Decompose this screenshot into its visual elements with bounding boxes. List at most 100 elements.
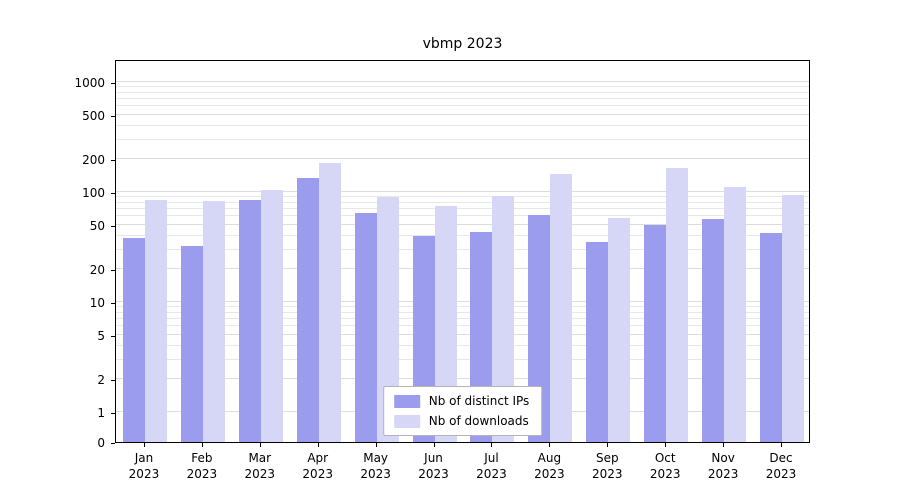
bar-distinct-ips-oct xyxy=(644,225,667,442)
grid-line xyxy=(116,124,809,126)
y-tick-mark xyxy=(111,159,115,161)
bar-downloads-oct xyxy=(666,168,689,442)
y-tick-mark xyxy=(111,83,115,84)
y-tick-label: 5 xyxy=(97,329,105,344)
grid-line xyxy=(116,325,809,327)
bar-distinct-ips-aug xyxy=(528,214,551,442)
x-tick-mark xyxy=(259,443,261,447)
grid-line xyxy=(116,86,809,88)
x-tick-label: Mar 2023 xyxy=(244,451,276,481)
y-tick-label: 10 xyxy=(89,296,105,310)
bar-downloads-may xyxy=(376,197,399,442)
grid-line xyxy=(116,306,809,308)
grid-line xyxy=(116,98,809,100)
y-tick-mark xyxy=(111,336,115,338)
grid-line xyxy=(116,344,809,346)
x-tick-label: Nov 2023 xyxy=(707,451,739,481)
legend-label-downloads: Nb of downloads xyxy=(428,414,529,428)
bar-distinct-ips-mar xyxy=(238,199,261,442)
grid-line xyxy=(116,311,809,313)
grid-line xyxy=(116,81,809,82)
y-tick-label: 50 xyxy=(89,219,105,234)
legend-item-distinct-ips: Nb of distinct IPs xyxy=(393,394,530,408)
bar-downloads-mar xyxy=(260,189,283,442)
bar-distinct-ips-apr xyxy=(296,177,319,442)
x-tick-mark xyxy=(143,443,145,447)
y-tick-label: 2 xyxy=(97,372,105,387)
y-tick-label: 500 xyxy=(82,109,105,124)
bar-downloads-jan xyxy=(144,199,167,442)
legend-item-downloads: Nb of downloads xyxy=(393,414,530,428)
grid-line xyxy=(116,248,809,250)
grid-line xyxy=(116,358,809,360)
x-tick-mark xyxy=(781,443,783,447)
x-tick-label: Oct 2023 xyxy=(649,451,681,481)
grid-line xyxy=(116,267,809,269)
grid-line xyxy=(116,318,809,320)
y-tick-label: 1 xyxy=(97,406,105,420)
grid-line xyxy=(116,191,809,192)
plot-area: Nb of distinct IPs Nb of downloads xyxy=(115,60,810,443)
x-tick-mark xyxy=(723,443,725,447)
bar-downloads-dec xyxy=(782,195,805,442)
y-tick-mark xyxy=(111,116,115,118)
y-tick-label: 0 xyxy=(97,436,105,450)
x-tick-label: May 2023 xyxy=(360,451,391,481)
grid-line xyxy=(116,377,809,379)
y-tick-mark xyxy=(111,303,115,304)
x-tick-mark xyxy=(491,443,493,447)
x-tick-mark xyxy=(201,443,203,447)
x-tick-mark xyxy=(607,443,609,447)
bar-downloads-jun xyxy=(434,205,457,442)
legend-swatch-downloads xyxy=(393,414,420,428)
grid-line xyxy=(116,215,809,217)
bar-distinct-ips-nov xyxy=(702,218,725,442)
grid-line xyxy=(116,334,809,336)
x-tick-label: Apr 2023 xyxy=(302,451,333,481)
bar-downloads-aug xyxy=(550,174,573,442)
grid-line xyxy=(116,301,809,302)
y-tick-mark xyxy=(111,379,115,381)
x-tick-mark xyxy=(665,443,667,447)
y-tick-mark xyxy=(111,269,115,271)
y-tick-label: 20 xyxy=(89,262,105,277)
legend-swatch-distinct-ips xyxy=(393,394,420,408)
bar-distinct-ips-dec xyxy=(760,233,783,442)
legend-label-distinct-ips: Nb of distinct IPs xyxy=(428,394,530,408)
y-tick-mark xyxy=(111,443,115,444)
grid-line xyxy=(116,208,809,210)
y-tick-label: 200 xyxy=(82,152,105,167)
x-tick-mark xyxy=(317,443,319,447)
x-tick-label: Jul 2023 xyxy=(476,451,507,481)
bar-downloads-sep xyxy=(608,218,631,442)
x-tick-label: Sep 2023 xyxy=(592,451,623,481)
bar-downloads-apr xyxy=(318,162,341,442)
bar-distinct-ips-sep xyxy=(586,242,609,442)
x-tick-mark xyxy=(375,443,377,447)
grid-line xyxy=(116,234,809,236)
grid-line xyxy=(116,138,809,140)
grid-line xyxy=(116,114,809,116)
bar-distinct-ips-may xyxy=(354,212,377,442)
legend: Nb of distinct IPs Nb of downloads xyxy=(382,386,543,436)
bar-distinct-ips-feb xyxy=(180,246,203,442)
x-tick-label: Aug 2023 xyxy=(534,451,565,481)
x-tick-mark xyxy=(433,443,435,447)
grid-line xyxy=(116,105,809,107)
grid-line xyxy=(116,91,809,93)
grid-line xyxy=(116,196,809,198)
bar-downloads-jul xyxy=(492,195,515,442)
y-tick-mark xyxy=(111,413,115,414)
x-tick-label: Dec 2023 xyxy=(765,451,797,481)
x-tick-label: Feb 2023 xyxy=(186,451,218,481)
y-tick-label: 100 xyxy=(82,186,105,200)
grid-line xyxy=(116,157,809,159)
bar-downloads-nov xyxy=(724,186,747,442)
y-tick-label: 1000 xyxy=(74,76,105,90)
bar-downloads-feb xyxy=(202,201,225,442)
bar-distinct-ips-jan xyxy=(122,238,145,442)
grid-line xyxy=(116,201,809,203)
x-tick-label: Jun 2023 xyxy=(418,451,449,481)
x-tick-mark xyxy=(549,443,551,447)
